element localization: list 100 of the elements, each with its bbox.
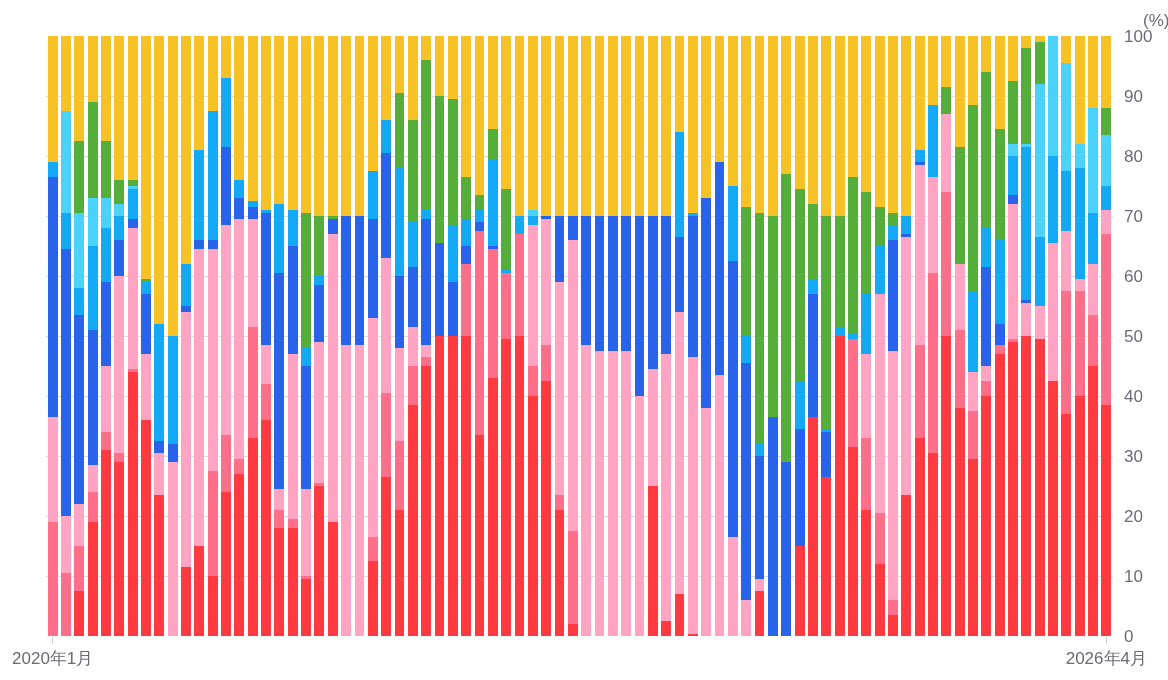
bar — [634, 36, 645, 216]
bar — [141, 354, 151, 420]
bar — [127, 219, 138, 228]
bar — [354, 36, 365, 216]
bar — [247, 201, 258, 207]
bar — [834, 327, 845, 336]
bar — [674, 237, 685, 312]
bar — [434, 336, 445, 636]
bar — [541, 216, 552, 219]
bar — [1061, 291, 1072, 414]
bar — [994, 354, 1005, 636]
bar — [74, 213, 85, 288]
bar — [61, 573, 71, 636]
bar — [474, 435, 485, 636]
bar — [501, 273, 512, 339]
bar — [981, 381, 992, 396]
bar — [167, 36, 178, 336]
bar — [181, 264, 191, 306]
bar — [61, 213, 71, 249]
bar — [928, 453, 938, 636]
bar — [661, 354, 672, 621]
bar — [981, 366, 992, 381]
bar — [661, 216, 672, 354]
bar — [274, 204, 285, 273]
bar — [327, 36, 338, 216]
bar — [87, 522, 98, 636]
bar — [1061, 171, 1072, 231]
bar — [1034, 36, 1045, 42]
bar — [994, 129, 1005, 240]
bar — [914, 345, 925, 438]
bar — [74, 546, 85, 591]
bar — [247, 207, 258, 219]
bar — [954, 36, 965, 147]
bar — [1088, 108, 1098, 213]
bar — [274, 510, 285, 528]
bar — [554, 216, 565, 282]
bar — [941, 87, 952, 114]
bar — [1101, 108, 1112, 135]
bar — [207, 36, 218, 111]
bar — [581, 345, 592, 636]
bar — [421, 219, 432, 345]
bar — [514, 336, 525, 636]
bar — [407, 222, 418, 267]
bar — [1008, 204, 1018, 339]
bar — [794, 36, 805, 189]
bar — [101, 282, 111, 366]
bar — [754, 213, 765, 444]
bar — [381, 120, 392, 153]
bar — [221, 435, 231, 492]
bar — [261, 213, 271, 345]
bar — [1021, 147, 1032, 300]
bar — [661, 621, 672, 636]
bar — [928, 105, 938, 177]
bar — [928, 273, 938, 453]
bar — [554, 510, 565, 636]
bar — [1101, 234, 1112, 405]
bar — [381, 477, 392, 636]
bar — [541, 381, 552, 636]
bar — [1008, 36, 1018, 81]
bar — [127, 372, 138, 636]
bar — [461, 219, 472, 246]
bar — [314, 276, 325, 285]
bar — [981, 267, 992, 366]
bar — [434, 96, 445, 243]
bar — [847, 333, 858, 339]
bar — [367, 318, 378, 537]
bar — [367, 219, 378, 318]
bar — [994, 240, 1005, 324]
bar — [647, 369, 658, 486]
bar — [981, 396, 992, 636]
bar — [1048, 36, 1058, 156]
bar — [301, 489, 312, 576]
bar — [981, 72, 992, 228]
bar — [888, 213, 898, 225]
bar — [141, 294, 151, 354]
bar — [261, 384, 271, 420]
y-tick-label: 40 — [1124, 386, 1143, 406]
bar — [607, 216, 618, 351]
bar — [234, 36, 245, 180]
bar — [301, 36, 312, 213]
bar — [381, 258, 392, 393]
bar — [47, 36, 58, 162]
bar — [1101, 210, 1112, 234]
bar — [247, 327, 258, 438]
bar — [807, 294, 818, 417]
bar — [301, 213, 312, 348]
bar — [394, 441, 405, 510]
bar — [127, 189, 138, 219]
bar — [888, 351, 898, 600]
bar — [714, 162, 725, 375]
bar — [621, 351, 632, 636]
bar — [1061, 36, 1072, 63]
bar — [1088, 315, 1098, 366]
bar — [74, 315, 85, 504]
y-tick-label: 10 — [1124, 566, 1143, 586]
bar — [674, 132, 685, 237]
bar — [327, 216, 338, 219]
bar — [501, 189, 512, 270]
bar — [821, 36, 832, 216]
bar — [567, 216, 578, 240]
